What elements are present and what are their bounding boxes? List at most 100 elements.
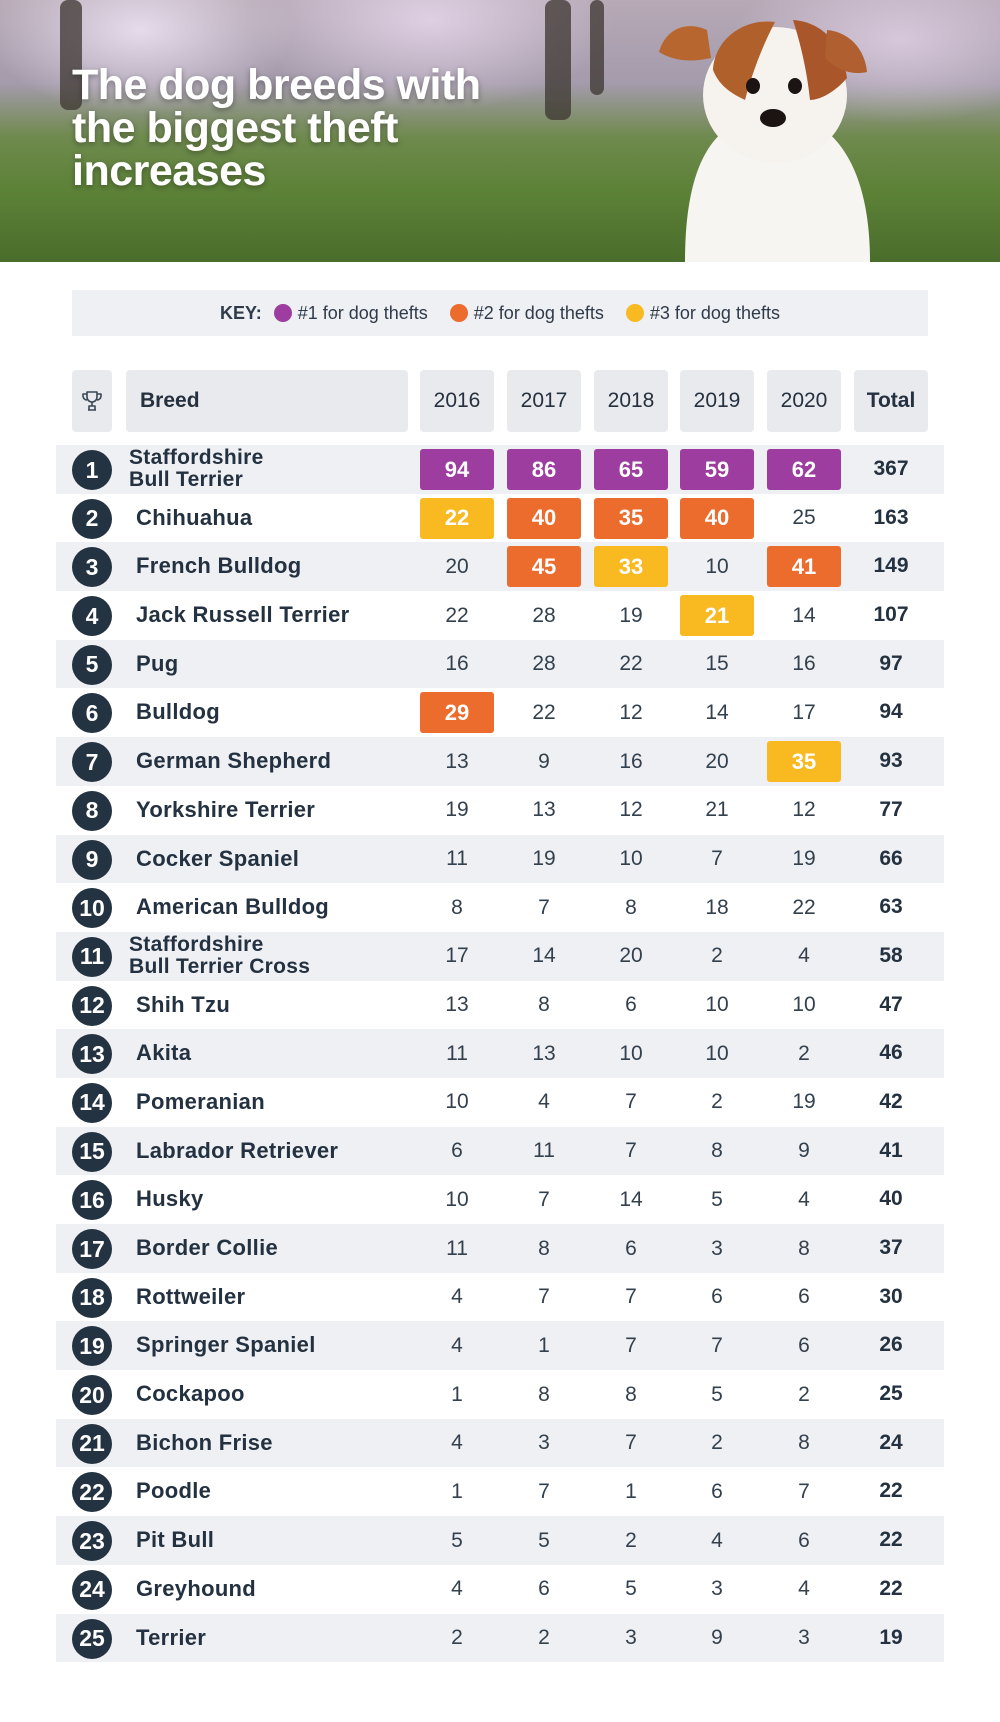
table-row: 22 Poodle 1 7 1 6 7 22 bbox=[56, 1467, 944, 1516]
breed-name: Bichon Frise bbox=[136, 1429, 273, 1455]
value-cell-2017: 13 bbox=[532, 1041, 556, 1065]
value-cell-2019: 7 bbox=[711, 847, 723, 870]
table-row: 15 Labrador Retriever 6 11 7 8 9 41 bbox=[56, 1126, 944, 1176]
header-rank bbox=[72, 370, 112, 432]
breed-name: Rottweiler bbox=[136, 1283, 246, 1309]
breed-name: Husky bbox=[136, 1186, 204, 1212]
value-cell-2019: 2 bbox=[711, 1431, 723, 1455]
legend-entry-rank-1: #1 for dog thefts bbox=[273, 302, 428, 324]
value-cell-2018: 6 bbox=[625, 1236, 637, 1260]
header-2017: 2017 bbox=[507, 370, 581, 432]
rank-badge: 20 bbox=[72, 1375, 112, 1416]
value-cell-2016: 29 bbox=[420, 692, 494, 734]
value-cell-2016: 5 bbox=[451, 1528, 463, 1552]
table-body: 1 Staffordshire Bull Terrier 94 86 65 59 62 367… bbox=[56, 445, 944, 1663]
header-2019: 2019 bbox=[680, 370, 754, 432]
breed-name: French Bulldog bbox=[136, 553, 302, 579]
value-cell-2017: 1 bbox=[538, 1333, 550, 1357]
breed-name: Yorkshire Terrier bbox=[136, 796, 316, 822]
table-row: 16 Husky 10 7 14 5 4 40 bbox=[56, 1175, 944, 1224]
table-row: 5 Pug 16 28 22 15 16 97 bbox=[56, 639, 944, 689]
value-cell-2017: 19 bbox=[532, 847, 556, 870]
value-cell-2016: 11 bbox=[446, 847, 468, 870]
value-cell-2020: 22 bbox=[792, 895, 816, 919]
rank-badge: 17 bbox=[72, 1229, 112, 1269]
total-cell: 25 bbox=[879, 1382, 903, 1406]
total-cell: 93 bbox=[879, 749, 903, 773]
tree-trunk bbox=[60, 0, 82, 110]
value-cell-2019: 59 bbox=[680, 449, 754, 490]
table-row: 18 Rottweiler 4 7 7 6 6 30 bbox=[56, 1273, 944, 1322]
table-row: 19 Springer Spaniel 4 1 7 7 6 26 bbox=[56, 1321, 944, 1371]
total-cell: 22 bbox=[879, 1576, 903, 1600]
value-cell-2020: 4 bbox=[798, 1187, 810, 1211]
rank-badge: 6 bbox=[72, 693, 112, 734]
value-cell-2016: 13 bbox=[445, 993, 469, 1017]
breed-name: Shih Tzu bbox=[136, 991, 231, 1017]
header-total: Total bbox=[854, 370, 928, 432]
breed-name: Labrador Retriever bbox=[136, 1137, 339, 1163]
rank-badge: 2 bbox=[72, 498, 112, 539]
table-row: 10 American Bulldog 8 7 8 18 22 63 bbox=[56, 883, 944, 932]
rank-badge: 10 bbox=[72, 888, 112, 929]
value-cell-2020: 2 bbox=[798, 1041, 810, 1065]
total-cell: 30 bbox=[879, 1284, 903, 1308]
total-cell: 97 bbox=[879, 651, 903, 675]
value-cell-2016: 10 bbox=[445, 1187, 469, 1211]
breed-name: Poodle bbox=[136, 1478, 212, 1504]
rank-badge: 12 bbox=[72, 985, 112, 1026]
legend-entry-rank-2: #2 for dog thefts bbox=[449, 302, 604, 324]
page-title: The dog breeds with the biggest theft in… bbox=[72, 61, 481, 195]
rank-badge: 22 bbox=[72, 1472, 112, 1513]
table-row: 12 Shih Tzu 13 8 6 10 10 47 bbox=[56, 981, 944, 1030]
total-cell: 41 bbox=[879, 1138, 903, 1162]
value-cell-2019: 10 bbox=[705, 993, 729, 1017]
value-cell-2020: 41 bbox=[767, 546, 841, 588]
table-row: 20 Cockapoo 1 8 8 5 2 25 bbox=[56, 1370, 944, 1419]
rank-badge: 19 bbox=[72, 1326, 112, 1367]
value-cell-2018: 22 bbox=[619, 652, 643, 676]
legend-label: #1 for dog thefts bbox=[297, 302, 428, 323]
rank-badge: 24 bbox=[72, 1569, 112, 1610]
value-cell-2020: 6 bbox=[798, 1333, 810, 1357]
total-cell: 46 bbox=[879, 1041, 903, 1065]
breed-name: Pug bbox=[136, 650, 179, 676]
value-cell-2019: 21 bbox=[705, 798, 729, 822]
rank-badge: 15 bbox=[72, 1131, 112, 1172]
breed-name: Jack Russell Terrier bbox=[136, 602, 350, 628]
rank-badge: 4 bbox=[72, 596, 112, 637]
value-cell-2018: 2 bbox=[625, 1528, 637, 1552]
rank-badge: 25 bbox=[72, 1618, 112, 1659]
value-cell-2019: 20 bbox=[705, 749, 729, 773]
value-cell-2018: 65 bbox=[594, 449, 668, 490]
value-cell-2016: 11 bbox=[446, 1041, 468, 1065]
value-cell-2020: 62 bbox=[767, 449, 841, 490]
rank-badge: 16 bbox=[72, 1180, 112, 1221]
header-2016: 2016 bbox=[420, 370, 494, 432]
value-cell-2018: 20 bbox=[619, 944, 643, 968]
value-cell-2019: 15 bbox=[705, 652, 729, 676]
total-cell: 26 bbox=[879, 1333, 903, 1357]
rank-badge: 3 bbox=[72, 547, 112, 588]
value-cell-2019: 6 bbox=[711, 1479, 723, 1503]
legend: KEY: #1 for dog thefts #2 for dog thefts… bbox=[72, 290, 928, 336]
value-cell-2018: 10 bbox=[619, 1041, 643, 1065]
breed-name: Greyhound bbox=[136, 1575, 257, 1601]
legend-label: #2 for dog thefts bbox=[473, 302, 604, 323]
value-cell-2016: 4 bbox=[451, 1577, 463, 1601]
table-row: 17 Border Collie 11 8 6 3 8 37 bbox=[56, 1224, 944, 1273]
value-cell-2019: 10 bbox=[705, 1041, 729, 1065]
rank-badge: 21 bbox=[72, 1423, 112, 1464]
value-cell-2017: 7 bbox=[538, 1479, 550, 1503]
breed-name: Bulldog bbox=[136, 699, 220, 725]
value-cell-2016: 22 bbox=[445, 603, 469, 627]
legend-entry-rank-3: #3 for dog thefts bbox=[625, 303, 780, 324]
value-cell-2019: 40 bbox=[680, 497, 754, 539]
table-row: 9 Cocker Spaniel 11 19 10 7 19 66 bbox=[56, 834, 944, 884]
value-cell-2017: 22 bbox=[532, 700, 556, 724]
total-cell: 40 bbox=[879, 1187, 903, 1211]
table-row: 25 Terrier 2 2 3 9 3 19 bbox=[56, 1613, 944, 1663]
value-cell-2019: 8 bbox=[711, 1139, 723, 1163]
value-cell-2016: 22 bbox=[420, 497, 494, 539]
value-cell-2020: 4 bbox=[798, 1577, 810, 1601]
